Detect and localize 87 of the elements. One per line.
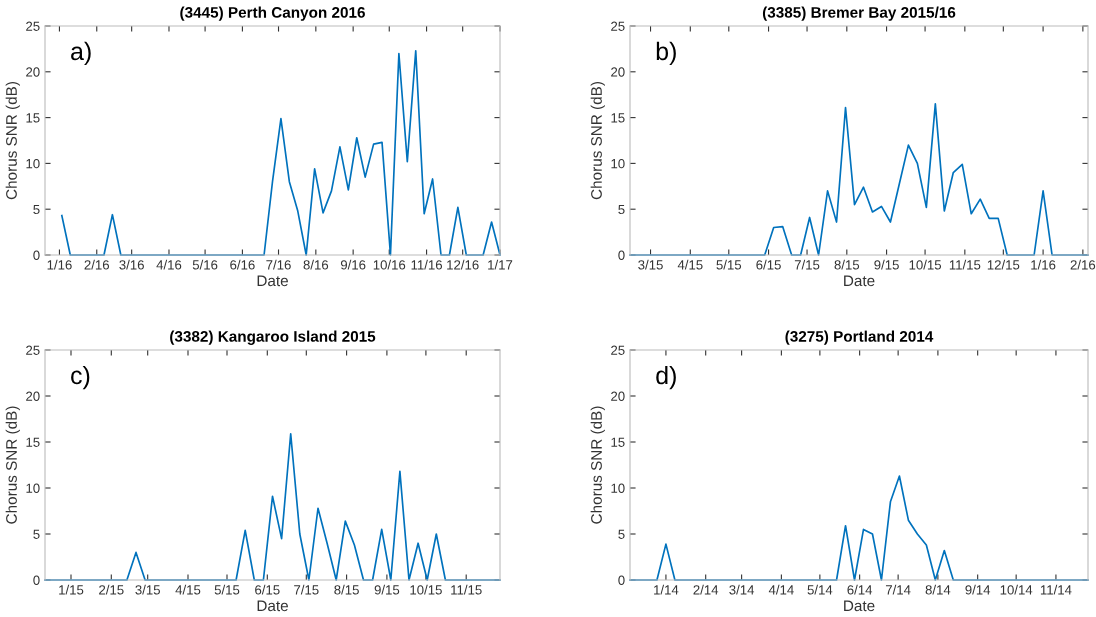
x-tick-label: 2/15	[99, 584, 124, 595]
x-tick-label: 12/15	[987, 259, 1020, 270]
annotation: c)	[71, 365, 90, 390]
annotation: d)	[656, 365, 676, 390]
y-tick-label: 15	[26, 113, 40, 123]
y-tick-label: 0	[33, 575, 40, 585]
x-tick-label: 5/15	[214, 584, 240, 595]
x-tick-label: 6/14	[847, 584, 873, 595]
y-tick-label: 10	[611, 483, 625, 493]
x-tick-label: 9/15	[374, 584, 400, 595]
chart-title: (3382) Kangaroo Island 2015	[170, 330, 376, 345]
x-tick-label: 5/14	[807, 584, 833, 595]
x-tick-label: 10/14	[1000, 584, 1033, 595]
x-tick-label: 6/16	[230, 259, 255, 270]
x-tick-label: 6/15	[255, 584, 280, 595]
x-tick-label: 1/16	[47, 259, 72, 270]
y-axis-title: Chorus SNR (dB)	[5, 82, 20, 200]
chart-title: (3385) Bremer Bay 2015/16	[762, 6, 956, 21]
x-tick-label: 2/14	[693, 584, 719, 595]
x-tick-label: 1/14	[654, 584, 679, 595]
x-tick-label: 7/15	[794, 259, 820, 270]
x-tick-label: 6/15	[756, 259, 781, 270]
y-axis-title: Chorus SNR (dB)	[5, 406, 20, 524]
y-tick-label: 5	[618, 204, 625, 215]
chart-title: (3445) Perth Canyon 2016	[180, 6, 365, 21]
x-tick-label: 1/16	[1031, 259, 1056, 270]
x-tick-label: 11/14	[1040, 584, 1072, 595]
y-tick-label: 15	[611, 437, 625, 447]
y-tick-label: 25	[26, 345, 40, 355]
y-tick-label: 20	[611, 67, 625, 77]
x-tick-label: 4/14	[768, 584, 794, 595]
x-tick-label: 4/15	[175, 584, 201, 595]
x-tick-label: 10/16	[373, 259, 406, 270]
x-tick-label: 10/15	[909, 259, 942, 270]
x-tick-label: 1/15	[59, 584, 84, 595]
y-tick-label: 10	[26, 158, 40, 169]
x-tick-label: 5/16	[192, 259, 218, 270]
y-tick-label: 25	[26, 21, 40, 31]
x-tick-label: 3/15	[135, 584, 160, 595]
x-tick-label: 5/15	[716, 259, 742, 270]
y-tick-label: 15	[611, 113, 625, 123]
x-tick-label: 7/14	[885, 584, 911, 595]
y-tick-label: 20	[26, 67, 40, 77]
annotation: a)	[71, 41, 91, 66]
annotation: b)	[656, 41, 676, 66]
x-tick-label: 4/15	[677, 259, 703, 270]
x-tick-label: 2/16	[84, 259, 110, 270]
x-axis-title: Date	[257, 275, 288, 287]
x-tick-label: 11/16	[411, 259, 443, 270]
y-tick-label: 20	[26, 391, 40, 401]
y-tick-label: 0	[33, 250, 40, 260]
x-tick-label: 9/16	[340, 259, 366, 270]
x-axis-title: Date	[844, 600, 875, 612]
y-tick-label: 10	[26, 483, 40, 493]
x-tick-label: 8/16	[303, 259, 329, 270]
x-tick-label: 9/15	[874, 259, 899, 270]
x-tick-label: 3/14	[729, 584, 755, 595]
x-axis-title: Date	[257, 600, 288, 612]
x-tick-label: 9/14	[965, 584, 991, 595]
y-tick-label: 5	[618, 529, 625, 539]
y-tick-label: 5	[33, 529, 40, 539]
chart-title: (3275) Portland 2014	[785, 330, 934, 345]
x-tick-label: 2/16	[1070, 259, 1096, 270]
y-tick-label: 0	[618, 575, 625, 585]
y-tick-label: 20	[611, 391, 625, 401]
x-tick-label: 11/15	[451, 584, 482, 595]
x-axis-title: Date	[844, 275, 875, 287]
x-tick-label: 11/15	[949, 259, 981, 270]
x-tick-label: 8/15	[334, 584, 359, 595]
y-tick-label: 0	[618, 250, 625, 260]
x-tick-label: 3/15	[638, 259, 663, 270]
x-tick-label: 3/16	[119, 259, 144, 270]
y-tick-label: 15	[26, 437, 40, 447]
y-tick-label: 10	[611, 158, 625, 169]
y-axis-title: Chorus SNR (dB)	[590, 82, 605, 200]
x-tick-label: 8/14	[925, 584, 951, 595]
y-axis-title: Chorus SNR (dB)	[590, 406, 605, 524]
y-tick-label: 25	[611, 21, 625, 31]
x-tick-label: 8/15	[834, 259, 860, 270]
x-tick-label: 4/16	[156, 259, 182, 270]
y-tick-label: 25	[611, 345, 625, 355]
x-tick-label: 12/16	[447, 259, 479, 270]
x-tick-label: 7/15	[294, 584, 319, 595]
y-tick-label: 5	[33, 204, 40, 215]
x-tick-label: 10/15	[410, 584, 442, 595]
x-tick-label: 1/17	[488, 259, 513, 270]
x-tick-label: 7/16	[266, 259, 291, 270]
